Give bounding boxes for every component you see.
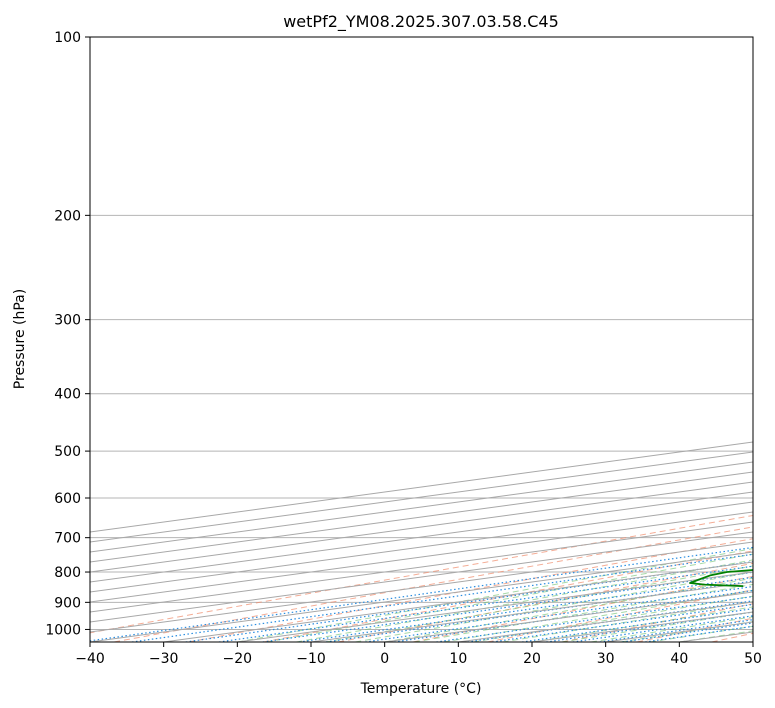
y-tick-label: 200 — [54, 208, 81, 224]
x-axis-label: Temperature (°C) — [360, 681, 482, 697]
skewed-isotherms — [90, 441, 753, 642]
moist-adiabat — [384, 577, 753, 642]
y-tick-label: 600 — [54, 491, 81, 507]
dry-adiabat — [188, 538, 753, 642]
y-axis-ticks: 100 200 300 400 500 600 700 800 900 1000 — [45, 30, 90, 638]
dry-adiabat — [114, 526, 753, 642]
isotherm-line — [90, 511, 753, 603]
isotherm-line — [90, 501, 753, 593]
dry-adiabat — [412, 575, 753, 642]
y-tick-label: 700 — [54, 531, 81, 547]
dry-adiabat — [338, 562, 753, 642]
x-tick-label: −20 — [223, 651, 253, 667]
x-tick-label: −40 — [75, 651, 105, 667]
x-axis-ticks: −40 −30 −20 −10 0 10 20 30 40 50 — [75, 642, 762, 667]
y-tick-label: 300 — [54, 313, 81, 329]
isotherm-line — [90, 491, 753, 583]
isobar-gridlines — [90, 37, 753, 630]
mixing-ratio-line — [131, 553, 753, 642]
isotherm-line — [90, 531, 753, 623]
plot-area: -100-90-80-70-60-50-40-30-20-10010203040… — [90, 37, 753, 642]
x-tick-label: 20 — [523, 651, 541, 667]
y-tick-label: 400 — [54, 387, 81, 403]
mixing-ratio-line — [492, 603, 753, 642]
x-tick-label: 10 — [449, 651, 467, 667]
y-tick-label: 1000 — [45, 622, 81, 638]
moist-adiabat — [266, 553, 753, 642]
x-tick-label: 40 — [670, 651, 688, 667]
x-tick-label: 0 — [380, 651, 389, 667]
plot-background — [90, 37, 753, 642]
y-tick-label: 100 — [54, 30, 81, 46]
isotherm-line — [90, 481, 753, 573]
mixing-ratio-line — [522, 608, 753, 642]
x-tick-label: 50 — [744, 651, 762, 667]
plot-frame — [89, 36, 754, 643]
y-axis-label: Pressure (hPa) — [12, 289, 28, 389]
isotherm-line — [90, 451, 753, 543]
chart-title: wetPf2_YM08.2025.307.03.58.C45 — [283, 12, 559, 32]
mixing-ratio-line — [90, 546, 753, 642]
moist-adiabat — [296, 559, 753, 642]
isotherm-line — [90, 471, 753, 563]
y-tick-label: 900 — [54, 595, 81, 611]
x-tick-label: −10 — [296, 651, 326, 667]
isotherm-line — [90, 461, 753, 553]
x-tick-label: −30 — [149, 651, 179, 667]
y-tick-label: 800 — [54, 565, 81, 581]
y-tick-label: 500 — [54, 444, 81, 460]
isotherm-line — [90, 521, 753, 613]
mixing-ratio-line — [436, 595, 753, 642]
dry-adiabats — [90, 514, 753, 642]
isotherm-line — [752, 641, 753, 642]
moist-adiabat — [473, 595, 753, 642]
x-tick-label: 30 — [597, 651, 615, 667]
moist-adiabat — [325, 565, 753, 642]
